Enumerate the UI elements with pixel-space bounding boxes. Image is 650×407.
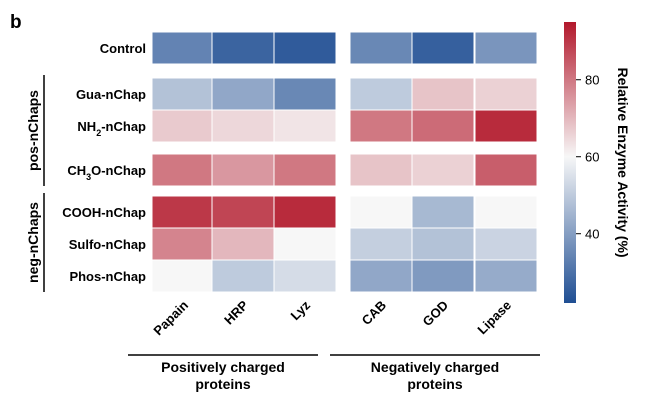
heatmap-cell-Sulfo-nChap-CAB (349, 227, 413, 261)
heatmap-cell-Control-HRP (211, 31, 275, 65)
column-group-label: Negatively charged (371, 359, 499, 375)
heatmap-cell-CH3O-nChap-Lipase (474, 153, 538, 187)
heatmap-cell-COOH-nChap-GOD (411, 195, 475, 229)
heatmap-cell-Phos-nChap-Lyz (273, 259, 337, 293)
column-label: Papain (150, 297, 191, 338)
heatmap-cell-COOH-nChap-Papain (151, 195, 215, 229)
heatmap-cell-Gua-nChap-Lipase (474, 77, 538, 111)
column-label: CAB (359, 298, 390, 329)
row-label: COOH-nChap (62, 205, 146, 220)
row-label: NH2-nChap (77, 119, 146, 138)
row-labels: Control Gua-nChap NH2-nChap CH3O-nChap COOH-… (62, 41, 146, 284)
heatmap-cell-Phos-nChap-Lipase (474, 259, 538, 293)
row-group-label: neg-nChaps (25, 202, 41, 283)
heatmap-cell-COOH-nChap-CAB (349, 195, 413, 229)
column-label: Lyz (288, 297, 314, 323)
heatmap-cell-Control-Lyz (273, 31, 337, 65)
heatmap-cell-Control-CAB (349, 31, 413, 65)
row-label: Sulfo-nChap (69, 237, 146, 252)
heatmap-cell-CH3O-nChap-CAB (349, 153, 413, 187)
heatmap-cell-Control-Lipase (474, 31, 538, 65)
heatmap-cell-CH3O-nChap-Papain (151, 153, 215, 187)
heatmap-cell-Sulfo-nChap-HRP (211, 227, 275, 261)
colorbar-tick-label: 80 (585, 73, 599, 88)
row-group-brackets: pos-nChaps neg-nChaps (25, 75, 45, 292)
heatmap-cell-Sulfo-nChap-Lipase (474, 227, 538, 261)
heatmap-cell-Gua-nChap-HRP (211, 77, 275, 111)
column-group-label: proteins (407, 376, 462, 392)
heatmap-cell-COOH-nChap-HRP (211, 195, 275, 229)
colorbar: 40 60 80 Relative Enzyme Activity (%) (564, 22, 631, 303)
column-label: GOD (420, 298, 452, 330)
heatmap-cell-CH3O-nChap-HRP (211, 153, 275, 187)
column-label: HRP (221, 297, 251, 327)
heatmap-cell-Sulfo-nChap-Lyz (273, 227, 337, 261)
heatmap-cell-Gua-nChap-Lyz (273, 77, 337, 111)
heatmap-cell-NH2-nChap-Papain (151, 109, 215, 143)
row-label: Phos-nChap (69, 269, 146, 284)
column-label: Lipase (474, 298, 514, 338)
heatmap-cell-CH3O-nChap-Lyz (273, 153, 337, 187)
row-label: CH3O-nChap (67, 163, 146, 182)
colorbar-label: Relative Enzyme Activity (%) (615, 67, 631, 257)
colorbar-tick-label: 60 (585, 150, 599, 165)
heatmap-cell-CH3O-nChap-GOD (411, 153, 475, 187)
heatmap-cell-Phos-nChap-CAB (349, 259, 413, 293)
row-label: Gua-nChap (76, 87, 146, 102)
column-labels: Papain HRP Lyz CAB GOD Lipase (150, 297, 514, 338)
heatmap-cell-Phos-nChap-Papain (151, 259, 215, 293)
row-label: Control (100, 41, 146, 56)
colorbar-gradient (564, 22, 576, 303)
heatmap-cell-NH2-nChap-Lipase (474, 109, 538, 143)
heatmap-cell-NH2-nChap-CAB (349, 109, 413, 143)
heatmap-cell-NH2-nChap-Lyz (273, 109, 337, 143)
column-group-label: proteins (195, 376, 250, 392)
heatmap-cell-Gua-nChap-CAB (349, 77, 413, 111)
heatmap-cell-Gua-nChap-GOD (411, 77, 475, 111)
heatmap-cell-NH2-nChap-HRP (211, 109, 275, 143)
heatmap-cell-COOH-nChap-Lipase (474, 195, 538, 229)
heatmap-cell-Phos-nChap-HRP (211, 259, 275, 293)
panel-label: b (10, 12, 22, 33)
heatmap-cell-Phos-nChap-GOD (411, 259, 475, 293)
heatmap-cell-NH2-nChap-GOD (411, 109, 475, 143)
colorbar-tick-label: 40 (585, 227, 599, 242)
row-group-label: pos-nChaps (25, 90, 41, 171)
heatmap-cell-Control-Papain (151, 31, 215, 65)
heatmap-cell-Sulfo-nChap-GOD (411, 227, 475, 261)
heatmap-cell-Sulfo-nChap-Papain (151, 227, 215, 261)
heatmap-cell-COOH-nChap-Lyz (273, 195, 337, 229)
heatmap-cells (151, 31, 538, 293)
heatmap-cell-Gua-nChap-Papain (151, 77, 215, 111)
column-group-label: Positively charged (161, 359, 285, 375)
heatmap-cell-Control-GOD (411, 31, 475, 65)
